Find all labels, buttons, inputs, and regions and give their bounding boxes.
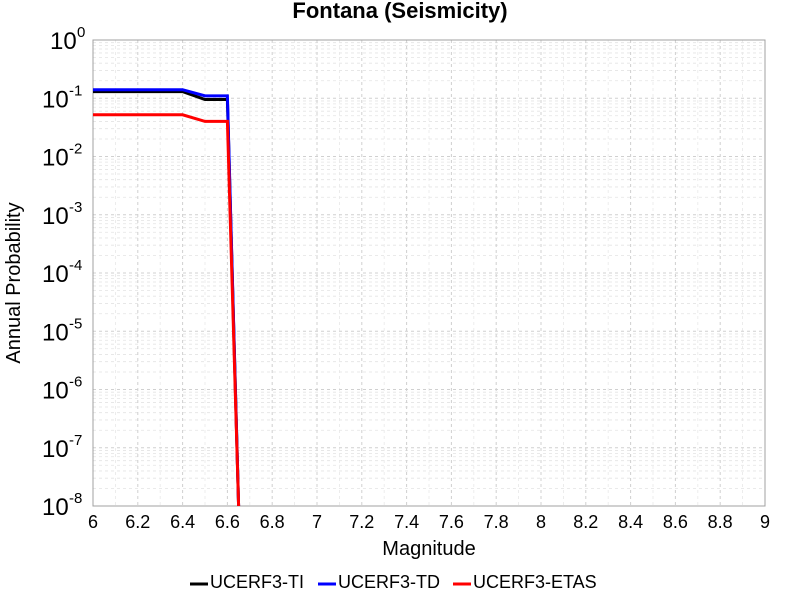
legend-label: UCERF3-ETAS	[473, 572, 597, 592]
y-tick-exponent: -1	[69, 82, 82, 99]
legend-item: UCERF3-ETAS	[453, 572, 597, 592]
y-tick-exponent: -3	[69, 199, 82, 216]
series-line-ucerf3-etas	[93, 113, 241, 506]
legend: UCERF3-TI UCERF3-TD UCERF3-ETAS	[190, 572, 597, 592]
x-tick-label: 6.4	[170, 512, 195, 532]
y-axis-label: Annual Probability	[3, 202, 25, 363]
y-tick-base: 10	[42, 145, 69, 172]
x-tick-label: 8	[536, 512, 546, 532]
y-tick-exponent: -2	[69, 141, 82, 158]
legend-item: UCERF3-TD	[318, 572, 440, 592]
legend-item: UCERF3-TI	[190, 572, 304, 592]
legend-label: UCERF3-TI	[210, 572, 304, 592]
x-tick-label: 8.2	[573, 512, 598, 532]
y-tick-base: 10	[42, 436, 69, 463]
chart-title: Fontana (Seismicity)	[292, 0, 507, 23]
y-tick-base: 10	[42, 319, 69, 346]
x-tick-label: 6.2	[125, 512, 150, 532]
x-tick-label: 6.8	[260, 512, 285, 532]
x-tick-label: 8.8	[708, 512, 733, 532]
y-tick-base: 10	[50, 28, 77, 55]
y-tick-exponent: -6	[69, 374, 82, 391]
series-lines	[93, 88, 241, 506]
y-tick-base: 10	[42, 261, 69, 288]
x-tick-label: 6.6	[215, 512, 240, 532]
y-tick-exponent: -5	[69, 315, 82, 332]
y-tick-exponent: -7	[69, 432, 82, 449]
y-tick-base: 10	[42, 203, 69, 230]
x-tick-label: 7.6	[439, 512, 464, 532]
x-tick-label: 7.2	[349, 512, 374, 532]
x-tick-label: 7.8	[484, 512, 509, 532]
y-tick-base: 10	[42, 378, 69, 405]
x-axis-label: Magnitude	[382, 538, 475, 560]
x-tick-label: 8.4	[618, 512, 643, 532]
y-tick-base: 10	[42, 494, 69, 521]
x-tick-label: 9	[760, 512, 770, 532]
minor-gridlines	[93, 40, 765, 506]
y-tick-exponent: -8	[69, 490, 82, 507]
x-tick-label: 8.6	[663, 512, 688, 532]
y-tick-exponent: 0	[77, 24, 85, 41]
y-tick-base: 10	[42, 86, 69, 113]
x-tick-label: 6	[88, 512, 98, 532]
y-tick-exponent: -4	[69, 257, 82, 274]
plot-border	[92, 39, 766, 507]
legend-label: UCERF3-TD	[338, 572, 440, 592]
x-tick-labels: 6 6.2 6.4 6.6 6.8 7 7.2 7.4 7.6 7.8 8 8.2 8.4 8.6 8.8 9	[88, 512, 770, 532]
x-tick-label: 7.4	[394, 512, 419, 532]
x-tick-label: 7	[312, 512, 322, 532]
